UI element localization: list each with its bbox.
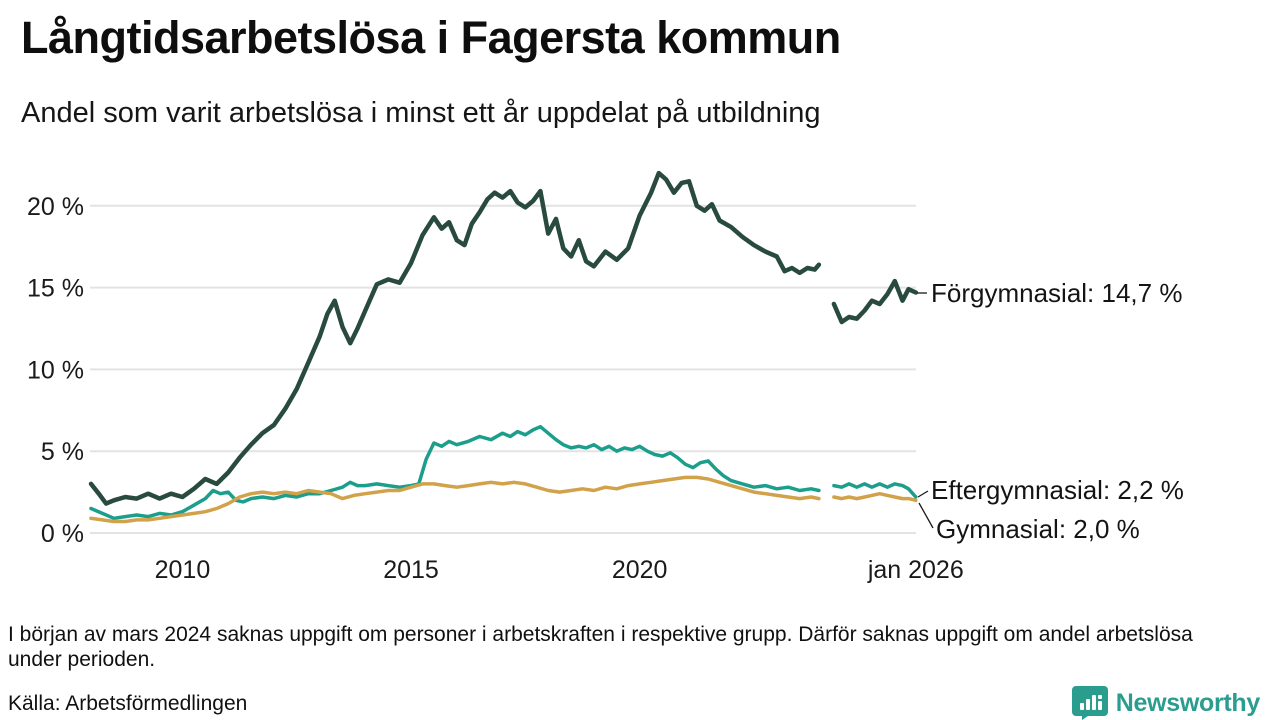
page-subtitle: Andel som varit arbetslösa i minst ett å…: [21, 97, 821, 129]
series-line-förgymnasial: [831, 278, 919, 325]
series-end-label-gymnasial: Gymnasial: 2,0 %: [936, 514, 1140, 544]
series-end-label-eftergymnasial: Eftergymnasial: 2,2 %: [931, 475, 1184, 505]
source-attribution: Källa: Arbetsförmedlingen: [8, 692, 248, 715]
y-tick-label: 0 %: [41, 520, 84, 548]
x-tick-label: jan 2026: [867, 556, 964, 584]
label-leader-line: [917, 490, 929, 498]
y-tick-label: 10 %: [27, 356, 84, 384]
series-line-eftergymnasial: [89, 424, 821, 521]
x-tick-label: 2020: [612, 556, 668, 584]
series-end-label-förgymnasial: Förgymnasial: 14,7 %: [931, 278, 1182, 308]
newsworthy-logo-text: Newsworthy: [1115, 688, 1261, 717]
y-tick-label: 20 %: [27, 193, 84, 221]
speech-bubble-bar-chart-icon: [1071, 686, 1108, 720]
x-tick-label: 2015: [383, 556, 439, 584]
series-line-gymnasial: [89, 475, 821, 524]
series-line-eftergymnasial: [832, 482, 918, 499]
series-line-förgymnasial: [88, 170, 822, 506]
y-tick-label: 15 %: [27, 275, 84, 303]
newsworthy-logo: Newsworthy: [1071, 686, 1261, 720]
x-tick-label: 2010: [155, 556, 211, 584]
chart-footnote: I början av mars 2024 saknas uppgift om …: [8, 623, 1193, 671]
label-leader-line: [918, 502, 934, 529]
page-title: Långtidsarbetslösa i Fagersta kommun: [21, 12, 841, 63]
series-line-gymnasial: [832, 491, 918, 503]
y-tick-label: 5 %: [41, 438, 84, 466]
